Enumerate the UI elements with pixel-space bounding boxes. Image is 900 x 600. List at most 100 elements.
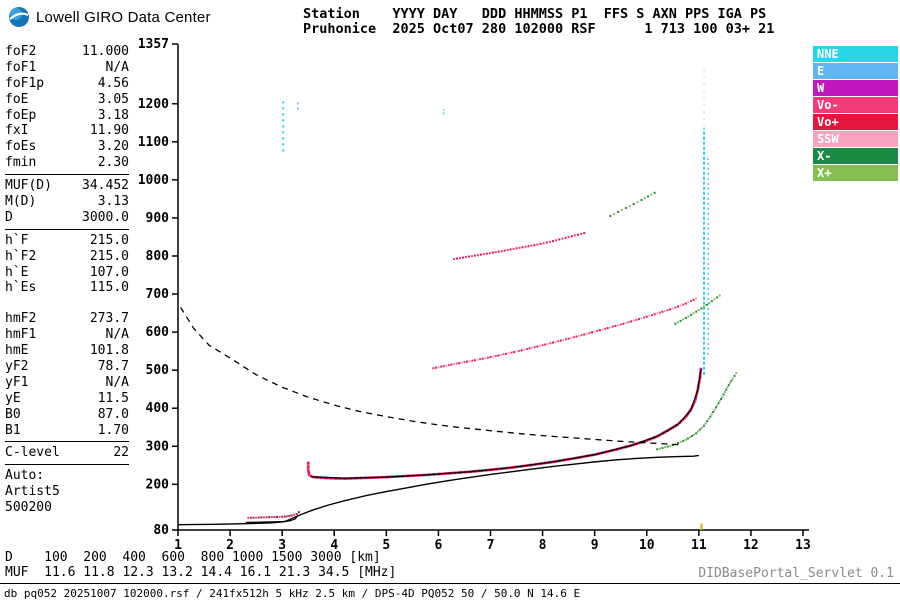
param-row: hmF2 273.7: [5, 311, 129, 327]
param-label: MUF(D): [5, 178, 52, 194]
series-e-trace-fit: [245, 515, 299, 523]
param-row: D 3000.0: [5, 210, 129, 226]
param-value: 3.20: [97, 139, 129, 155]
legend-item-x: X-: [813, 148, 898, 164]
x-tick-label: 3: [278, 538, 286, 553]
header-values-line: Pruhonice 2025 Oct07 280 102000 RSF 1 71…: [303, 21, 775, 37]
series-es-trace: [247, 511, 300, 519]
series-f-trace-x: [656, 372, 738, 451]
param-label: hmF2: [5, 311, 37, 327]
header-columns-line: Station YYYY DAY DDD HHMMSS P1 FFS S AXN…: [303, 6, 767, 22]
y-tick-label: 400: [146, 401, 170, 416]
y-tick-label: 1100: [138, 135, 169, 150]
muf-distance-row: D 100 200 400 600 800 1000 1500 3000 [km…: [5, 550, 381, 565]
param-label: h`Es: [5, 280, 37, 296]
param-value: 1.70: [97, 422, 129, 438]
param-label: foE: [5, 91, 29, 107]
giro-logo-icon: [9, 7, 29, 27]
y-tick-label: 200: [146, 477, 170, 492]
param-label: yE: [5, 390, 21, 406]
x-tick-label: 2: [226, 538, 234, 553]
param-row: fxI 11.90: [5, 123, 129, 139]
x-tick-label: 11: [691, 538, 707, 553]
param-row: h`F2 215.0: [5, 249, 129, 265]
status-bar: db pq052 20251007 102000.rsf / 241fx512h…: [4, 587, 581, 600]
param-label: h`E: [5, 264, 29, 280]
param-label: foF1p: [5, 75, 45, 91]
legend-item-ssw: SSW: [813, 131, 898, 147]
param-value: 107.0: [89, 264, 129, 280]
panel-divider: [5, 441, 129, 443]
param-label: M(D): [5, 194, 37, 210]
panel-divider: [5, 174, 129, 176]
param-label: foEp: [5, 107, 37, 123]
plot-axes: 1 2 3 4 5 6 7 8 9 10 11 12 1380200300400500600700800…: [138, 37, 811, 553]
x-tick-label: 10: [639, 538, 655, 553]
legend-item-nne: NNE: [813, 46, 898, 62]
y-tick-label: 700: [146, 287, 170, 302]
param-row: h`F 215.0: [5, 233, 129, 249]
param-value: 87.0: [97, 406, 129, 422]
x-tick-label: 7: [487, 538, 495, 553]
param-row: foEp 3.18: [5, 108, 129, 124]
param-label: foEs: [5, 139, 37, 155]
param-label: hmE: [5, 343, 29, 359]
panel-divider: [5, 464, 129, 466]
param-value: 2.30: [97, 155, 129, 171]
param-label: yF1: [5, 374, 29, 390]
param-value: 3.13: [97, 194, 129, 210]
series-second-hop-x: [674, 294, 721, 325]
param-value: 4.56: [97, 75, 129, 91]
param-label: fmin: [5, 155, 37, 171]
param-label: D: [5, 209, 13, 225]
legend-item-x: X+: [813, 165, 898, 181]
param-row: h`E 107.0: [5, 265, 129, 281]
series-second-hop-o: [432, 297, 698, 370]
param-row: foF1p 4.56: [5, 76, 129, 92]
param-row: hmE 101.8: [5, 343, 129, 359]
muf-frequency-row: MUF 11.6 11.8 12.3 13.2 14.4 16.1 21.3 3…: [5, 564, 397, 580]
param-value: 3.18: [97, 107, 129, 123]
legend-item-vo: Vo-: [813, 97, 898, 113]
legend-item-w: W: [813, 80, 898, 96]
y-tick-label: 500: [146, 363, 170, 378]
param-value: N/A: [105, 374, 129, 390]
x-tick-label: 1: [174, 538, 182, 553]
y-tick-label: 300: [146, 439, 170, 454]
param-label: B1: [5, 422, 21, 438]
y-tick-label: 80: [153, 523, 169, 538]
param-value: 78.7: [97, 359, 129, 375]
param-value: 11.5: [97, 390, 129, 406]
param-label: h`F2: [5, 248, 37, 264]
y-tick-label: 1357: [138, 37, 169, 52]
series-third-hop-o: [453, 232, 586, 261]
logo-text: Lowell GIRO Data Center: [36, 8, 211, 26]
panel-spacer: [5, 296, 129, 311]
parameter-panel: foF2 11.000 foF1 N/A foF1p 4.56 foE 3.05 foEp 3.1…: [5, 44, 129, 516]
param-value: 3.05: [97, 91, 129, 107]
param-row: yE 11.5: [5, 391, 129, 407]
y-tick-label: 900: [146, 211, 170, 226]
param-row: yF1 N/A: [5, 375, 129, 391]
param-value: 101.8: [89, 343, 129, 359]
param-label: yF2: [5, 359, 29, 375]
series-profile-line: [177, 454, 699, 526]
param-row: Auto:: [5, 468, 129, 484]
y-tick-label: 1000: [138, 173, 169, 188]
param-value: 22: [113, 445, 129, 461]
param-row: foEs 3.20: [5, 139, 129, 155]
param-row: foF1 N/A: [5, 60, 129, 76]
x-tick-label: 8: [539, 538, 547, 553]
servlet-version-label: DIDBasePortal_Servlet 0.1: [698, 566, 894, 581]
param-value: 215.0: [89, 248, 129, 264]
x-tick-label: 12: [743, 538, 759, 553]
param-label: Auto:: [5, 468, 45, 484]
param-value: 11.000: [82, 44, 129, 59]
polarization-legend: NNE E W Vo- Vo+ SSW X- X+: [813, 46, 898, 182]
x-tick-label: 5: [382, 538, 390, 553]
param-row: B1 1.70: [5, 423, 129, 439]
param-row: yF2 78.7: [5, 359, 129, 375]
param-label: h`F: [5, 232, 29, 248]
x-tick-label: 9: [591, 538, 599, 553]
